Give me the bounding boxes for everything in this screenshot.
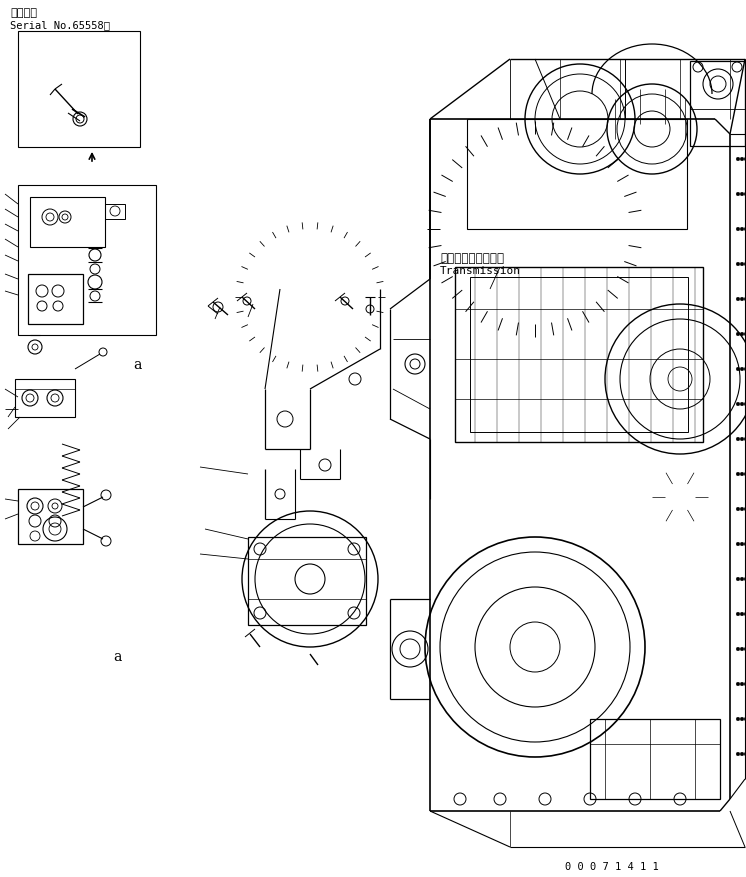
Text: Serial No.65558～: Serial No.65558～ (10, 20, 110, 30)
Circle shape (740, 473, 744, 476)
Circle shape (740, 298, 744, 302)
Bar (470, 278, 688, 432)
Text: a: a (113, 649, 122, 663)
Circle shape (745, 158, 746, 161)
Bar (15, 380, 75, 417)
Circle shape (736, 612, 740, 617)
Circle shape (745, 543, 746, 546)
Bar (467, 120, 687, 230)
Circle shape (736, 543, 740, 546)
Circle shape (745, 438, 746, 441)
Circle shape (736, 473, 740, 476)
Circle shape (740, 752, 744, 756)
Circle shape (736, 647, 740, 651)
Circle shape (745, 403, 746, 406)
Bar (590, 719, 720, 799)
Circle shape (745, 367, 746, 371)
Circle shape (745, 228, 746, 232)
Circle shape (736, 298, 740, 302)
Text: トランスミッション: トランスミッション (440, 252, 504, 265)
Bar (18, 186, 156, 336)
Bar (18, 32, 140, 148)
Circle shape (736, 228, 740, 232)
Bar (30, 198, 105, 247)
Circle shape (740, 508, 744, 511)
Circle shape (745, 612, 746, 617)
Circle shape (745, 717, 746, 721)
Circle shape (736, 717, 740, 721)
Circle shape (745, 752, 746, 756)
Text: 0 0 0 7 1 4 1 1: 0 0 0 7 1 4 1 1 (565, 861, 659, 871)
Bar (455, 267, 703, 443)
Circle shape (745, 263, 746, 267)
Circle shape (745, 332, 746, 337)
Circle shape (740, 158, 744, 161)
Circle shape (736, 682, 740, 686)
Circle shape (740, 543, 744, 546)
Circle shape (740, 647, 744, 651)
Circle shape (745, 193, 746, 196)
Text: 適用号機: 適用号機 (10, 8, 37, 18)
Text: a: a (133, 358, 142, 372)
Circle shape (736, 263, 740, 267)
Circle shape (745, 473, 746, 476)
Circle shape (740, 332, 744, 337)
Text: Transmission: Transmission (440, 266, 521, 275)
Circle shape (736, 332, 740, 337)
Circle shape (736, 578, 740, 581)
Circle shape (740, 263, 744, 267)
Bar (690, 62, 745, 146)
Bar (105, 204, 125, 220)
Circle shape (740, 367, 744, 371)
Circle shape (736, 438, 740, 441)
Circle shape (740, 228, 744, 232)
Circle shape (740, 438, 744, 441)
Circle shape (736, 193, 740, 196)
Circle shape (736, 403, 740, 406)
Circle shape (740, 717, 744, 721)
Bar (18, 489, 83, 545)
Circle shape (740, 682, 744, 686)
Circle shape (736, 367, 740, 371)
Circle shape (740, 612, 744, 617)
Circle shape (745, 298, 746, 302)
Bar (248, 538, 366, 625)
Circle shape (740, 403, 744, 406)
Circle shape (745, 682, 746, 686)
Circle shape (745, 647, 746, 651)
Circle shape (736, 508, 740, 511)
Circle shape (736, 158, 740, 161)
Bar (28, 275, 83, 324)
Circle shape (740, 578, 744, 581)
Circle shape (736, 752, 740, 756)
Circle shape (745, 578, 746, 581)
Circle shape (745, 508, 746, 511)
Circle shape (740, 193, 744, 196)
